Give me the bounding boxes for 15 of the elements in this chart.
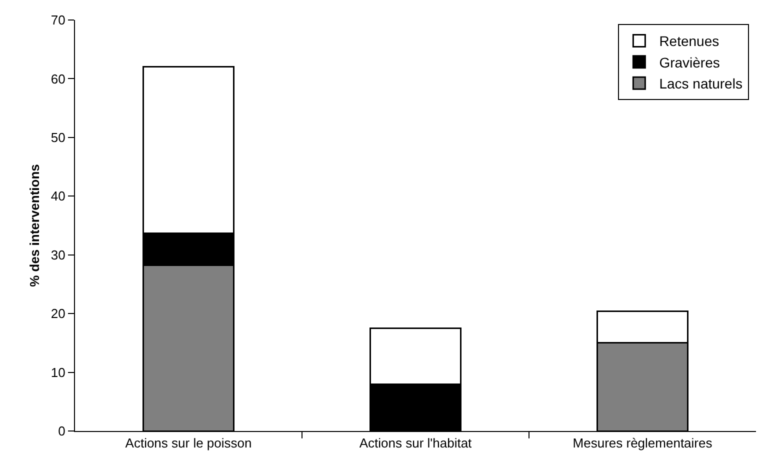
- legend-label: Gravières: [659, 54, 720, 70]
- y-tick-label: 20: [50, 306, 66, 322]
- x-tick-label: Actions sur le poisson: [125, 436, 252, 451]
- y-tick-label: 70: [50, 12, 66, 28]
- y-tick-label: 60: [50, 71, 66, 86]
- y-axis-title: % des interventions: [27, 164, 42, 287]
- y-tick-label: 0: [58, 424, 66, 439]
- y-tick-label: 50: [50, 130, 66, 145]
- y-tick-label: 30: [50, 247, 66, 262]
- legend-label: Retenues: [659, 33, 720, 50]
- x-tick-label: Mesures règlementaires: [572, 436, 713, 451]
- y-tick-label: 40: [50, 188, 66, 204]
- y-tick-label: 10: [50, 364, 66, 380]
- legend-label: Lacs naturels: [659, 76, 742, 92]
- x-tick-label: Actions sur l'habitat: [359, 436, 472, 451]
